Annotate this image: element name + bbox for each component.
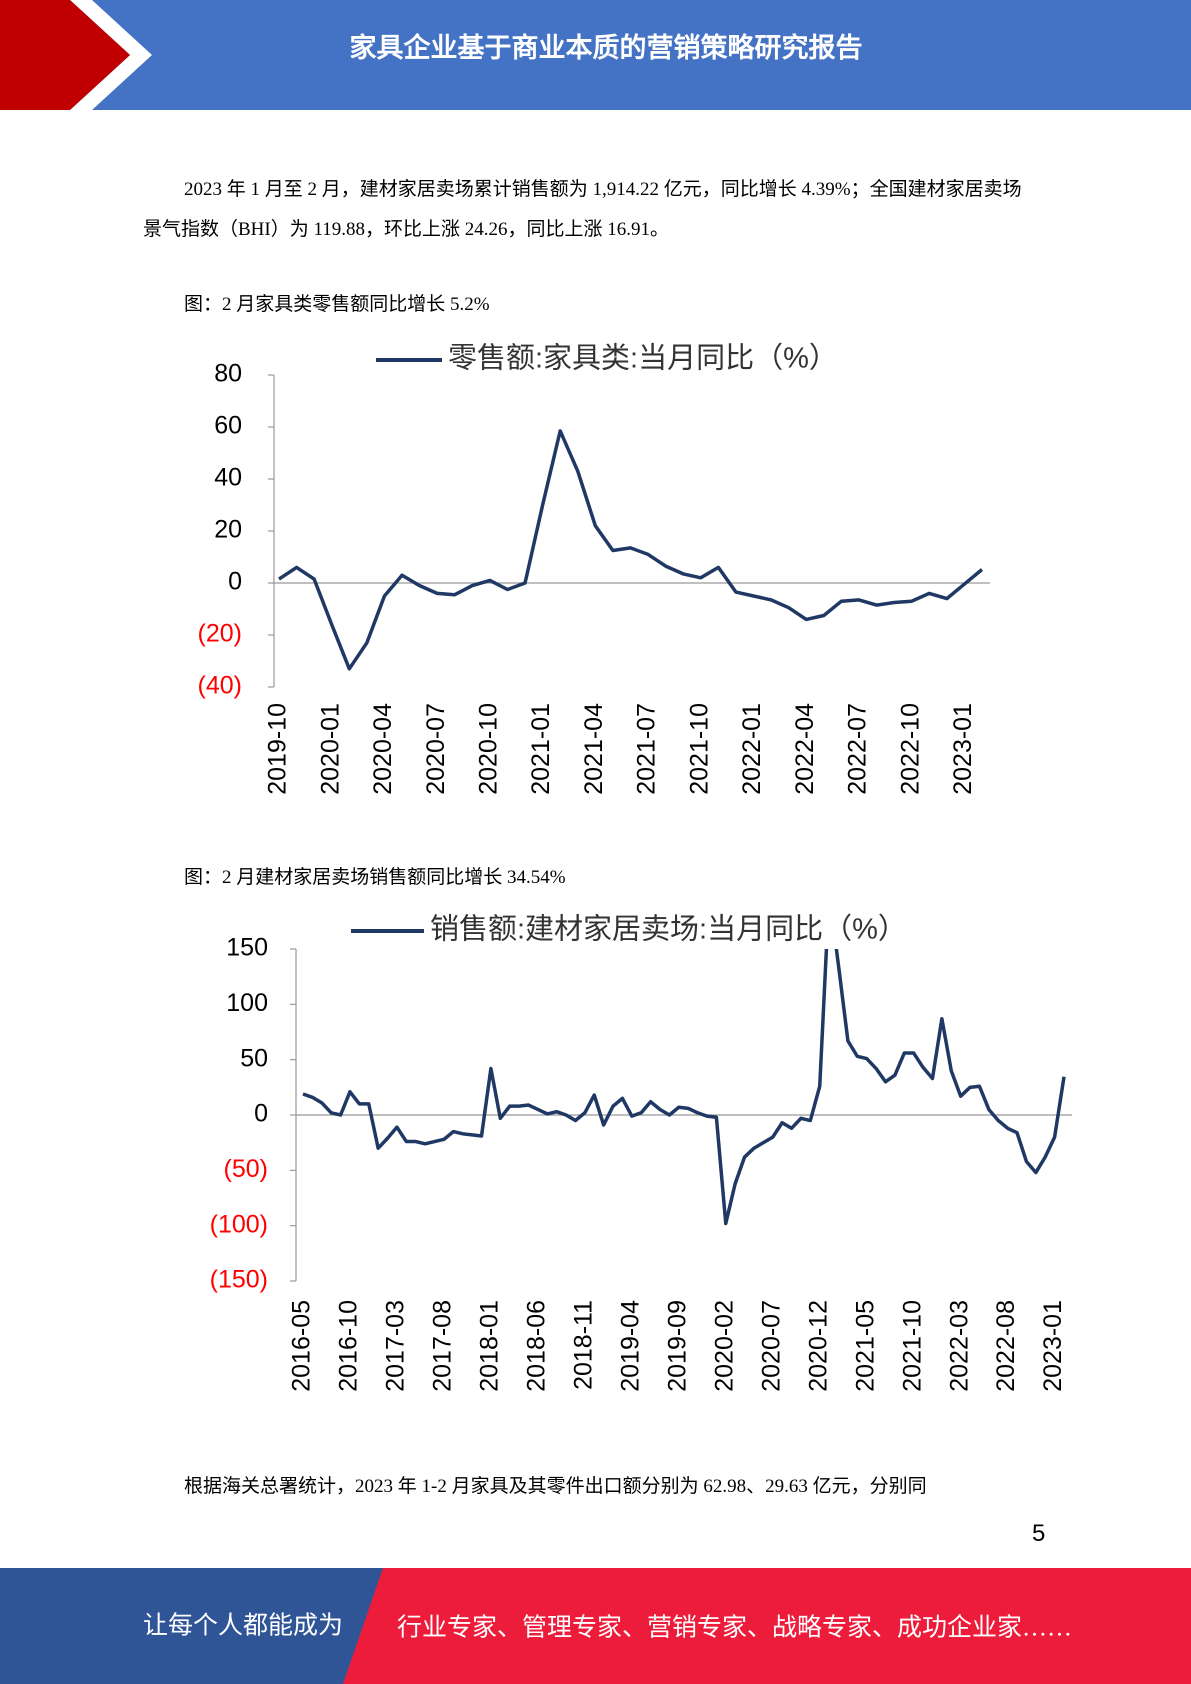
legend-label: 零售额:家具类:当月同比（%）: [448, 342, 838, 375]
x-tick-label: 2022-10: [896, 703, 924, 795]
x-tick-label: 2018-01: [476, 1300, 504, 1392]
y-tick-label: 100: [226, 989, 268, 1017]
x-tick-label: 2022-01: [738, 703, 766, 795]
y-tick-label: 150: [226, 934, 268, 962]
y-tick-label: 80: [214, 360, 242, 388]
header-title: 家具企业基于商业本质的营销策略研究报告: [350, 32, 863, 63]
footer: 让每个人都能成为 行业专家、管理专家、营销专家、战略专家、成功企业家……: [0, 1568, 1191, 1684]
x-tick-label: 2020-01: [316, 703, 344, 795]
x-tick-label: 2020-10: [475, 703, 503, 795]
x-tick-label: 2020-04: [369, 703, 397, 795]
header-bar: [0, 0, 1191, 110]
x-tick-label: 2021-05: [851, 1300, 879, 1392]
header-chevron-border: [70, 0, 152, 110]
x-tick-label: 2022-08: [992, 1300, 1020, 1392]
y-tick-label: 40: [214, 464, 242, 492]
x-tick-label: 2021-10: [685, 703, 713, 795]
paragraph: 根据海关总署统计，2023 年 1-2 月家具及其零件出口额分别为 62.98、…: [184, 1476, 927, 1497]
x-tick-label: 2019-10: [264, 703, 292, 795]
x-tick-label: 2017-03: [382, 1300, 410, 1392]
x-tick-label: 2020-02: [710, 1300, 738, 1392]
x-tick-label: 2020-12: [804, 1300, 832, 1392]
x-tick-label: 2021-07: [633, 703, 661, 795]
header: 家具企业基于商业本质的营销策略研究报告: [0, 0, 1191, 110]
x-tick-label: 2021-10: [898, 1300, 926, 1392]
y-tick-label: 0: [254, 1100, 268, 1128]
line-series: [302, 949, 1066, 1226]
y-tick-label: 60: [214, 412, 242, 440]
x-tick-label: 2017-08: [429, 1300, 457, 1392]
x-tick-label: 2022-04: [791, 703, 819, 795]
figure-caption: 图：2 月建材家居卖场销售额同比增长 34.54%: [184, 867, 566, 888]
y-tick-label: 50: [240, 1044, 268, 1072]
footer-right: 行业专家、管理专家、营销专家、战略专家、成功企业家……: [397, 1614, 1072, 1642]
chart: (40) (20) 0 20 40 60 80 2019-10 2020-01 2020-04 20…: [198, 342, 990, 795]
y-tick-label: 0: [228, 568, 242, 596]
header-chevron: [0, 0, 130, 110]
y-tick-label: (40): [198, 672, 242, 700]
x-tick-label: 2016-10: [335, 1300, 363, 1392]
x-tick-label: 2020-07: [757, 1300, 785, 1392]
y-tick-label: (50): [224, 1155, 268, 1183]
x-tick-label: 2021-01: [527, 703, 555, 795]
x-tick-label: 2020-07: [422, 703, 450, 795]
line-series: [278, 429, 984, 671]
footer-accent: [343, 1568, 1191, 1684]
y-tick-label: 20: [214, 516, 242, 544]
legend-label: 销售额:建材家居卖场:当月同比（%）: [430, 913, 907, 946]
y-tick-label: (20): [198, 620, 242, 648]
x-tick-label: 2021-04: [580, 703, 608, 795]
x-tick-label: 2019-04: [616, 1300, 644, 1392]
chart: (150) (100) (50) 0 50 100 150 2016-05 2016-10 201…: [210, 913, 1072, 1392]
x-tick-label: 2023-01: [949, 703, 977, 795]
x-tick-label: 2018-11: [569, 1300, 597, 1390]
figure-caption: 图：2 月家具类零售额同比增长 5.2%: [184, 294, 490, 315]
footer-left: 让每个人都能成为: [143, 1612, 343, 1640]
x-tick-label: 2018-06: [522, 1300, 550, 1392]
y-tick-label: (100): [210, 1210, 268, 1238]
page-number: 5: [1032, 1520, 1046, 1547]
x-tick-label: 2023-01: [1039, 1300, 1067, 1392]
x-tick-label: 2019-09: [663, 1300, 691, 1392]
x-tick-label: 2022-03: [945, 1300, 973, 1392]
y-tick-label: (150): [210, 1266, 268, 1294]
x-tick-label: 2016-05: [288, 1300, 316, 1392]
paragraph: 2023 年 1 月至 2 月，建材家居卖场累计销售额为 1,914.22 亿元…: [143, 179, 1022, 240]
x-tick-label: 2022-07: [844, 703, 872, 795]
